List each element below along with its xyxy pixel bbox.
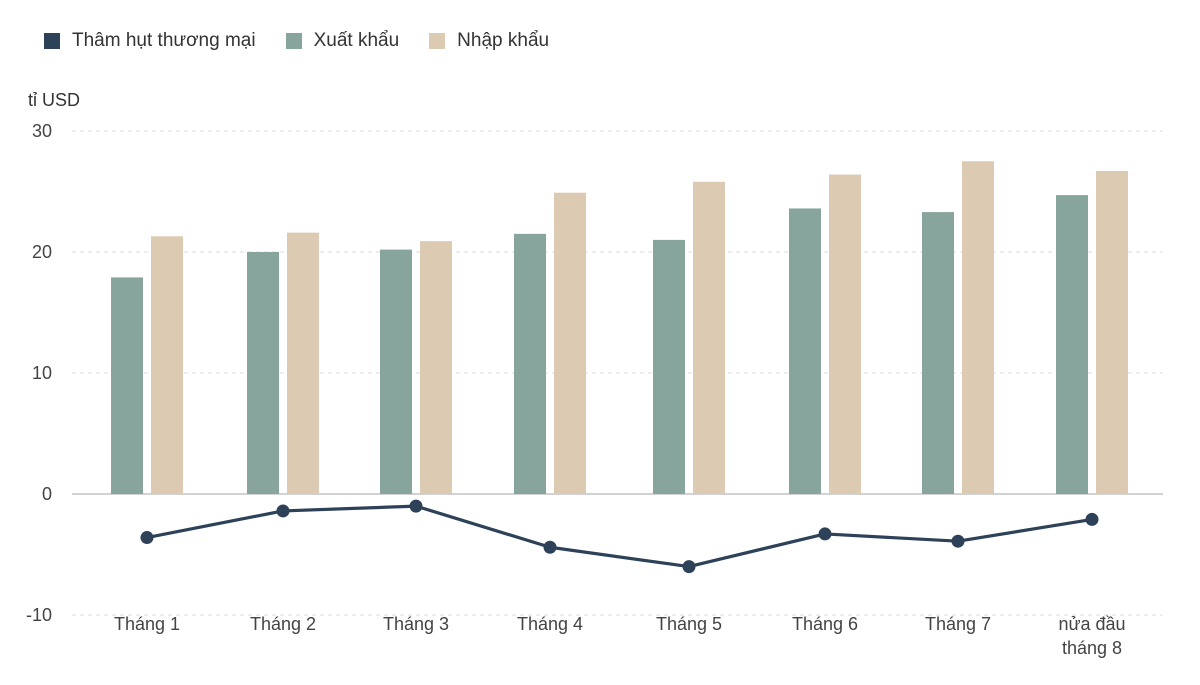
x-tick-line: Tháng 2 bbox=[250, 614, 316, 634]
legend-label-trade-deficit: Thâm hụt thương mại bbox=[72, 30, 256, 51]
bar-exports-3 bbox=[380, 249, 412, 494]
bar-exports-8 bbox=[1056, 195, 1088, 494]
y-tick-20: 20 bbox=[32, 242, 52, 262]
legend: Thâm hụt thương mại Xuất khẩu Nhập khẩu bbox=[44, 30, 579, 52]
legend-swatch-imports bbox=[429, 33, 446, 49]
deficit-point-1 bbox=[140, 531, 154, 545]
deficit-point-4 bbox=[543, 540, 557, 554]
x-tick-6: Tháng 6 bbox=[792, 614, 858, 634]
bar-imports-7 bbox=[962, 161, 994, 494]
bar-imports-1 bbox=[151, 236, 183, 494]
deficit-point-8 bbox=[1085, 512, 1099, 526]
legend-item-exports: Xuất khẩu bbox=[285, 30, 400, 52]
bar-exports-5 bbox=[653, 239, 685, 494]
x-tick-labels: Tháng 1 Tháng 2 Tháng 3 Tháng 4 Tháng 5 Tháng… bbox=[114, 614, 1126, 658]
gridlines bbox=[72, 130, 1163, 616]
bar-exports-6 bbox=[789, 208, 821, 494]
legend-item-trade-deficit: Thâm hụt thương mại bbox=[44, 30, 256, 52]
bar-exports-1 bbox=[111, 277, 143, 494]
x-tick-line: Tháng 5 bbox=[656, 614, 722, 634]
bar-imports-5 bbox=[693, 181, 725, 494]
y-tick-10: 10 bbox=[32, 363, 52, 383]
legend-label-exports: Xuất khẩu bbox=[313, 30, 400, 51]
x-tick-line: Tháng 3 bbox=[383, 614, 449, 634]
deficit-series-line bbox=[146, 504, 1093, 569]
bar-imports-2 bbox=[287, 232, 319, 494]
bar-exports-4 bbox=[514, 233, 546, 494]
x-tick-line: nửa đầu bbox=[1058, 614, 1125, 634]
legend-swatch-exports bbox=[285, 33, 302, 49]
deficit-line bbox=[140, 499, 1099, 574]
bar-imports-6 bbox=[829, 174, 861, 494]
legend-item-imports: Nhập khẩu bbox=[429, 30, 549, 52]
bar-exports-2 bbox=[247, 252, 279, 494]
x-tick-2: Tháng 2 bbox=[250, 614, 316, 634]
y-tick--10: -10 bbox=[26, 605, 52, 625]
deficit-point-5 bbox=[682, 560, 696, 574]
x-tick-5: Tháng 5 bbox=[656, 614, 722, 634]
x-tick-line: Tháng 1 bbox=[114, 614, 180, 634]
bar-exports-7 bbox=[922, 212, 954, 494]
y-axis-unit-label: tỉ USD bbox=[28, 90, 80, 110]
x-tick-line: tháng 8 bbox=[1062, 638, 1122, 658]
y-tick-labels: 30 20 10 0 -10 bbox=[26, 121, 52, 625]
y-tick-30: 30 bbox=[32, 121, 52, 141]
deficit-point-2 bbox=[276, 504, 290, 518]
legend-swatch-trade-deficit bbox=[44, 33, 60, 49]
x-tick-7: Tháng 7 bbox=[925, 614, 991, 634]
x-tick-line: Tháng 6 bbox=[792, 614, 858, 634]
bar-imports-8 bbox=[1096, 170, 1128, 494]
x-tick-1: Tháng 1 bbox=[114, 614, 180, 634]
deficit-point-6 bbox=[818, 527, 832, 541]
x-tick-4: Tháng 4 bbox=[517, 614, 583, 634]
legend-label-imports: Nhập khẩu bbox=[457, 30, 550, 51]
bar-imports-3 bbox=[420, 241, 452, 494]
deficit-point-7 bbox=[951, 534, 965, 548]
x-tick-8: nửa đầu tháng 8 bbox=[1058, 614, 1125, 658]
bars bbox=[111, 161, 1128, 494]
deficit-point-3 bbox=[409, 499, 423, 513]
x-tick-line: Tháng 7 bbox=[925, 614, 991, 634]
x-tick-line: Tháng 4 bbox=[517, 614, 583, 634]
y-tick-0: 0 bbox=[42, 484, 52, 504]
x-tick-3: Tháng 3 bbox=[383, 614, 449, 634]
bar-imports-4 bbox=[554, 192, 586, 494]
